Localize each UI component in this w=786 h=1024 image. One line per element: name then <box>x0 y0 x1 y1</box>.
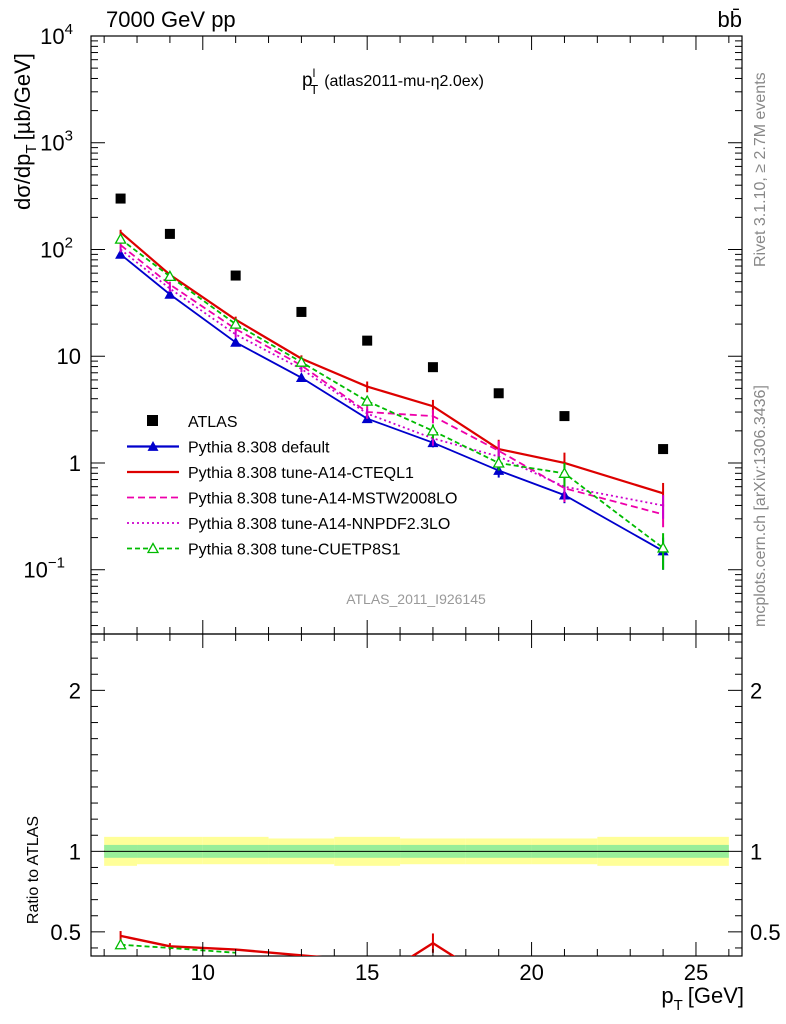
atlas-data-point <box>296 306 307 317</box>
legend-marker <box>147 441 159 451</box>
ratio-line <box>120 934 456 956</box>
ratio-line <box>120 943 236 954</box>
process-label: bb̄ <box>718 7 742 32</box>
x-tick-label: 20 <box>519 960 543 985</box>
data-point-default <box>295 372 307 383</box>
mcplots-label: mcplots.cern.ch [arXiv:1306.3436] <box>752 385 769 627</box>
y-tick-label: 1 <box>69 451 81 476</box>
data-point-cuetp8s1 <box>361 394 374 406</box>
rivet-label: Rivet 3.1.10, ≥ 2.7M events <box>752 72 769 267</box>
legend-label: Pythia 8.308 tune-A14-MSTW2008LO <box>188 491 457 508</box>
atlas-data-point <box>427 362 438 373</box>
data-point-cuetp8s1 <box>163 270 177 282</box>
main-plot-area <box>114 193 670 570</box>
atlas-data-point <box>164 228 175 239</box>
legend-label: Pythia 8.308 tune-A14-CTEQL1 <box>188 465 414 482</box>
ratio-y-tick-label: 0.5 <box>50 920 81 945</box>
data-point-cuetp8s1 <box>656 541 670 553</box>
y-tick-label: 10−1 <box>23 555 65 583</box>
data-point-default <box>230 336 242 347</box>
x-tick-label: 15 <box>355 960 379 985</box>
ratio-frame <box>90 633 743 957</box>
ratio-y-axis-label: Ratio to ATLAS <box>25 816 42 924</box>
ratio-y-tick-label-right: 2 <box>750 678 762 703</box>
main-panel: pl T (atlas2011-mu-η2.0ex) ATLAS_2011_I926… <box>10 21 743 635</box>
atlas-data-point <box>559 411 570 422</box>
legend-label: Pythia 8.308 tune-A14-NNPDF2.3LO <box>188 516 450 533</box>
y-tick-label: 10 <box>57 344 81 369</box>
data-point-cuetp8s1 <box>492 456 505 468</box>
legend-label: Pythia 8.308 default <box>188 440 330 457</box>
legend-marker <box>146 542 160 554</box>
main-y-axis-label: dσ/dpT[µb/GeV] <box>10 53 40 210</box>
ratio-y-tick-label: 2 <box>69 678 81 703</box>
x-tick-label: 10 <box>191 960 215 985</box>
ratio-y-tick-label: 1 <box>69 839 81 864</box>
atlas-data-point <box>658 444 669 455</box>
legend-label: ATLAS <box>188 414 238 431</box>
data-point-cuetp8s1 <box>426 424 440 436</box>
watermark-label: ATLAS_2011_I926145 <box>346 591 486 607</box>
y-tick-label: 102 <box>40 234 73 262</box>
atlas-data-point <box>493 388 504 399</box>
legend-label: Pythia 8.308 tune-CUETP8S1 <box>188 542 401 559</box>
x-axis-label: pT [GeV] <box>661 983 744 1014</box>
data-point-cuetp8s1 <box>229 317 242 329</box>
legend: ATLAS Pythia 8.308 default Pythia 8.308 tu… <box>127 414 457 559</box>
data-point-cuetp8s1 <box>114 232 127 244</box>
y-tick-label: 103 <box>40 128 73 156</box>
collision-label: 7000 GeV pp <box>106 7 236 32</box>
data-point-cuetp8s1 <box>295 355 308 367</box>
series-line-pythia-8-308-tune-cuetp8s1 <box>120 238 664 549</box>
data-point-default <box>115 248 127 259</box>
plot-title: pl T (atlas2011-mu-η2.0ex) <box>302 66 484 97</box>
data-point-cuetp8s1 <box>558 466 571 478</box>
atlas-data-point <box>230 270 241 281</box>
data-point-default <box>164 288 176 299</box>
x-tick-label: 25 <box>684 960 708 985</box>
atlas-data-point <box>362 335 373 346</box>
y-tick-label: 104 <box>40 21 73 49</box>
ratio-panel: Ratio to ATLAS pT [GeV] 10 15 20 25 0.5 0.5 1 1 2… <box>25 633 781 1014</box>
ratio-y-tick-label-right: 1 <box>750 839 762 864</box>
atlas-data-point <box>115 193 126 204</box>
ratio-y-tick-label-right: 0.5 <box>750 920 781 945</box>
ratio-plot-area <box>114 931 456 956</box>
ratio-point <box>114 938 127 950</box>
legend-marker <box>147 415 158 426</box>
